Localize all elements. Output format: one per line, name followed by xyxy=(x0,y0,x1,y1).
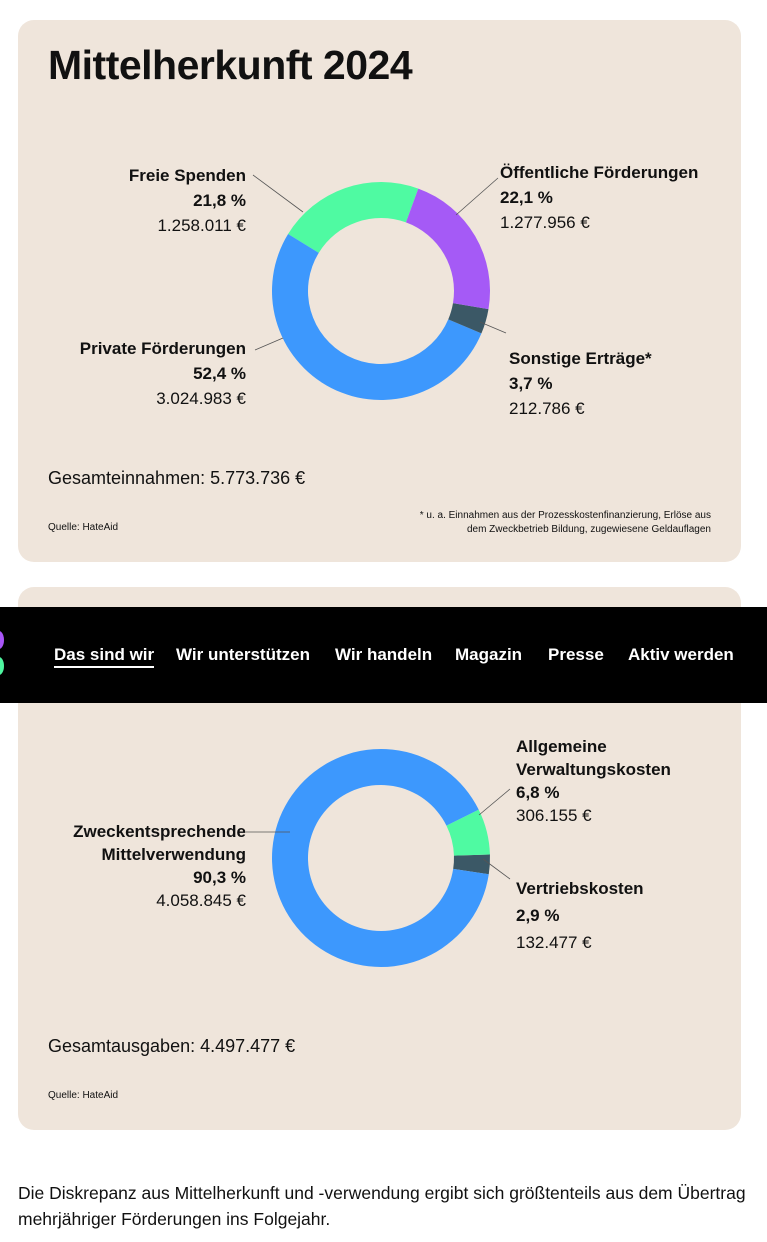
logo-icon xyxy=(0,657,4,675)
slice-name: Vertriebskosten xyxy=(516,879,644,898)
slice-percent: 90,3 % xyxy=(193,868,246,887)
footnote: * u. a. Einnahmen aus der Prozesskostenf… xyxy=(311,509,711,537)
slice-value: 306.155 € xyxy=(516,806,592,825)
slice-percent: 22,1 % xyxy=(500,188,553,207)
expenses-donut xyxy=(246,748,511,967)
income-chart-card: Mittelherkunft 2024 Freie Spenden 21,8 %… xyxy=(18,20,741,562)
slice-name: Private Förderungen xyxy=(79,339,246,358)
total-income: Gesamteinnahmen: 5.773.736 € xyxy=(48,468,306,488)
label-vertriebskosten: Vertriebskosten 2,9 % 132.477 € xyxy=(516,875,644,956)
donut-slice-öffentliche-förderungen xyxy=(405,188,490,310)
main-nav: Das sind wir Wir unterstützen Wir handel… xyxy=(0,607,767,703)
slice-value: 4.058.845 € xyxy=(156,891,246,910)
slice-name: Sonstige Erträge* xyxy=(509,349,652,368)
slice-name: Öffentliche Förderungen xyxy=(500,163,699,182)
slice-name: Freie Spenden xyxy=(128,166,246,185)
donut-slice-vertriebskosten xyxy=(453,854,490,875)
label-zweckentsprechende: Zweckentsprechende Mittelverwendung 90,3… xyxy=(46,820,246,912)
donut-slice-sonstige-erträge- xyxy=(448,303,489,334)
footnote-line: dem Zweckbetrieb Bildung, zugewiesene Ge… xyxy=(466,524,711,535)
label-freie-spenden: Freie Spenden 21,8 % 1.258.011 € xyxy=(129,163,246,238)
donut-slice-private-förderungen xyxy=(272,234,482,400)
label-private-foerderungen: Private Förderungen 52,4 % 3.024.983 € xyxy=(80,336,246,411)
slice-value: 212.786 € xyxy=(509,399,585,418)
slice-name: Allgemeine Verwaltungskosten xyxy=(516,737,671,779)
source: Quelle: HateAid xyxy=(48,522,119,533)
slice-value: 1.258.011 € xyxy=(157,216,246,235)
donut-slice-allgemeine-verwaltungskosten xyxy=(446,809,490,856)
slice-percent: 52,4 % xyxy=(193,364,246,383)
source: Quelle: HateAid xyxy=(48,1090,119,1101)
body-text: Die Diskrepanz aus Mittelherkunft und -v… xyxy=(18,1183,746,1229)
nav-das-sind-wir[interactable]: Das sind wir xyxy=(54,645,155,668)
income-donut xyxy=(252,174,507,400)
total-expenses: Gesamtausgaben: 4.497.477 € xyxy=(48,1036,296,1056)
label-sonstige-ertraege: Sonstige Erträge* 3,7 % 212.786 € xyxy=(509,346,652,421)
slice-percent: 21,8 % xyxy=(193,191,246,210)
label-verwaltungskosten: Allgemeine Verwaltungskosten 6,8 % 306.1… xyxy=(516,735,706,827)
donut-slice-freie-spenden xyxy=(288,182,419,253)
label-oeffentliche-foerderungen: Öffentliche Förderungen 22,1 % 1.277.956… xyxy=(500,160,698,235)
donut-slice-zweckentsprechende-mittelverwendung xyxy=(271,748,489,967)
nav-aktiv-werden[interactable]: Aktiv werden xyxy=(628,645,734,664)
nav-wir-handeln[interactable]: Wir handeln xyxy=(335,645,433,664)
slice-percent: 3,7 % xyxy=(509,374,553,393)
nav-presse[interactable]: Presse xyxy=(548,645,604,664)
slice-value: 132.477 € xyxy=(516,933,592,952)
slice-percent: 2,9 % xyxy=(516,906,560,925)
slice-percent: 6,8 % xyxy=(516,783,560,802)
nav-wir-unterstuetzen[interactable]: Wir unterstützen xyxy=(176,645,310,664)
slice-value: 3.024.983 € xyxy=(156,389,246,408)
logo-icon xyxy=(0,631,4,649)
chart-title: Mittelherkunft 2024 xyxy=(48,42,413,88)
slice-value: 1.277.956 € xyxy=(500,213,590,232)
nav-magazin[interactable]: Magazin xyxy=(455,645,523,664)
slice-name: Zweckentsprechende Mittelverwendung xyxy=(73,822,246,864)
footnote-line: * u. a. Einnahmen aus der Prozesskostenf… xyxy=(419,510,711,521)
